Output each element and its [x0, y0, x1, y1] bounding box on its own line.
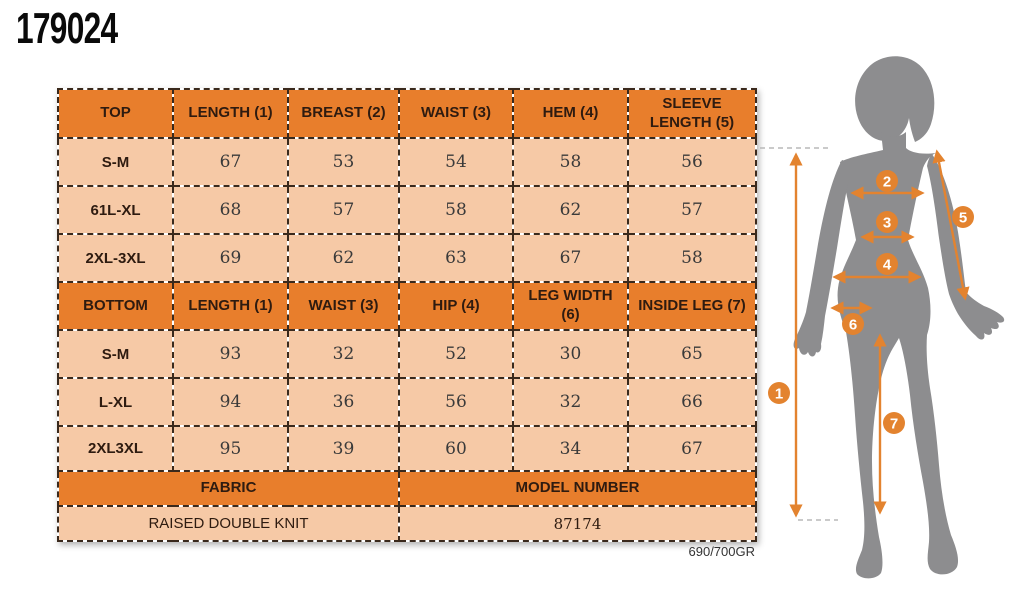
value-cell: 93 [172, 329, 289, 379]
size-label: 2XL-3XL [57, 233, 174, 283]
size-label: S-M [57, 329, 174, 379]
value-cell: 62 [512, 185, 629, 235]
value-cell: 60 [398, 425, 514, 472]
top-header-length: LENGTH (1) [172, 88, 289, 139]
bottom-header-hip: HIP (4) [398, 281, 514, 331]
measurement-markers: 1 2 3 4 5 6 7 [768, 170, 974, 434]
value-cell: 58 [398, 185, 514, 235]
value-cell: 39 [287, 425, 400, 472]
marker-2-label: 2 [883, 174, 891, 191]
model-number-header: MODEL NUMBER [398, 470, 757, 507]
value-cell: 32 [512, 377, 629, 427]
value-cell: 65 [627, 329, 757, 379]
value-cell: 67 [627, 425, 757, 472]
value-cell: 57 [287, 185, 400, 235]
top-header-section: TOP [57, 88, 174, 139]
marker-7-icon [883, 412, 905, 434]
value-cell: 34 [512, 425, 629, 472]
female-silhouette-diagram: 1 2 3 4 5 6 7 [760, 56, 1005, 579]
top-header-row: TOP LENGTH (1) BREAST (2) WAIST (3) HEM … [57, 88, 757, 139]
bottom-header-waist: WAIST (3) [287, 281, 400, 331]
measurement-figure: 1 2 3 4 5 6 7 [760, 50, 1024, 593]
value-cell: 32 [287, 329, 400, 379]
size-label: S-M [57, 137, 174, 187]
value-cell: 94 [172, 377, 289, 427]
sleeve-length-arrow [932, 149, 970, 301]
bottom-header-inside-leg: INSIDE LEG (7) [627, 281, 757, 331]
page-title: 179024 [16, 4, 118, 53]
silhouette-left-arm [793, 160, 850, 357]
value-cell: 63 [398, 233, 514, 283]
marker-7-label: 7 [890, 416, 898, 433]
table-row: 61L-XL 68 57 58 62 57 [57, 185, 757, 235]
size-label: 2XL3XL [57, 425, 174, 472]
bottom-header-length: LENGTH (1) [172, 281, 289, 331]
marker-2-icon [876, 170, 898, 192]
bottom-header-leg-width: LEG WIDTH (6) [512, 281, 629, 331]
marker-4-label: 4 [883, 257, 892, 274]
size-chart-table: TOP LENGTH (1) BREAST (2) WAIST (3) HEM … [57, 88, 757, 542]
value-cell: 95 [172, 425, 289, 472]
table-row: 2XL3XL 95 39 60 34 67 [57, 425, 757, 472]
value-cell: 62 [287, 233, 400, 283]
table-row: L-XL 94 36 56 32 66 [57, 377, 757, 427]
info-value-row: RAISED DOUBLE KNIT 87174 [57, 505, 757, 542]
fabric-value: RAISED DOUBLE KNIT [57, 505, 400, 542]
value-cell: 53 [287, 137, 400, 187]
value-cell: 67 [512, 233, 629, 283]
value-cell: 68 [172, 185, 289, 235]
top-header-waist: WAIST (3) [398, 88, 514, 139]
value-cell: 54 [398, 137, 514, 187]
marker-5-label: 5 [959, 210, 967, 227]
size-label: L-XL [57, 377, 174, 427]
marker-3-label: 3 [883, 215, 891, 232]
value-cell: 69 [172, 233, 289, 283]
table-row: S-M 67 53 54 58 56 [57, 137, 757, 187]
value-cell: 30 [512, 329, 629, 379]
weight-footnote: 690/700GR [688, 544, 756, 559]
top-header-breast: BREAST (2) [287, 88, 400, 139]
value-cell: 66 [627, 377, 757, 427]
bottom-header-row: BOTTOM LENGTH (1) WAIST (3) HIP (4) LEG … [57, 281, 757, 331]
model-number-value: 87174 [398, 505, 757, 542]
value-cell: 67 [172, 137, 289, 187]
value-cell: 58 [512, 137, 629, 187]
fabric-header: FABRIC [57, 470, 400, 507]
value-cell: 36 [287, 377, 400, 427]
value-cell: 56 [627, 137, 757, 187]
info-header-row: FABRIC MODEL NUMBER [57, 470, 757, 507]
silhouette-right-arm [927, 154, 1005, 340]
marker-5-icon [952, 206, 974, 228]
measurement-arrows [789, 149, 970, 518]
size-label: 61L-XL [57, 185, 174, 235]
table-row: S-M 93 32 52 30 65 [57, 329, 757, 379]
value-cell: 56 [398, 377, 514, 427]
value-cell: 57 [627, 185, 757, 235]
female-silhouette [793, 56, 1005, 579]
marker-3-icon [876, 211, 898, 233]
silhouette-head [855, 56, 935, 142]
marker-4-icon [876, 253, 898, 275]
top-header-hem: HEM (4) [512, 88, 629, 139]
marker-1-label: 1 [775, 386, 783, 403]
value-cell: 58 [627, 233, 757, 283]
top-header-sleeve-length: SLEEVE LENGTH (5) [627, 88, 757, 139]
value-cell: 52 [398, 329, 514, 379]
bottom-header-section: BOTTOM [57, 281, 174, 331]
table-row: 2XL-3XL 69 62 63 67 58 [57, 233, 757, 283]
marker-1-icon [768, 382, 790, 404]
marker-6-label: 6 [849, 317, 857, 334]
marker-6-icon [842, 313, 864, 335]
